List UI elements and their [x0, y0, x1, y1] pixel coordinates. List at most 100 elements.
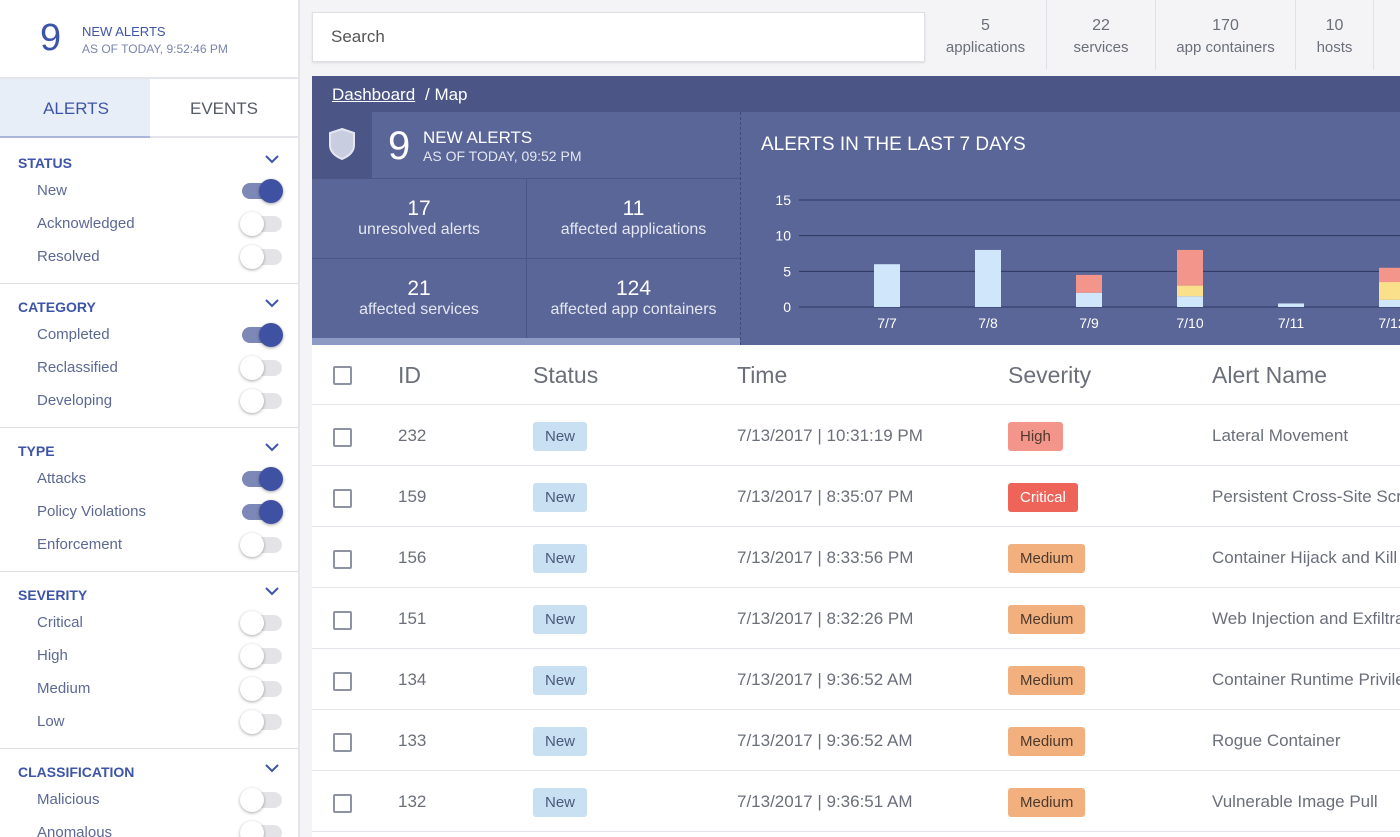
filter-option: Low	[37, 713, 65, 730]
toggle-knob	[259, 179, 283, 203]
severity-badge: Medium	[1008, 788, 1086, 817]
chevron[interactable]	[264, 440, 280, 454]
filter-option: Enforcement	[37, 536, 123, 553]
chevron[interactable]	[264, 152, 280, 166]
alert-id: 134	[398, 670, 427, 689]
alert-name: Container Hijack and Kill	[1212, 548, 1398, 567]
severity-badge: Medium	[1008, 666, 1086, 695]
toggle[interactable]	[240, 211, 284, 237]
table-row[interactable]: 134 New 7/13/2017 | 9:36:52 AM Medium Contai…	[312, 649, 1400, 710]
alert-name: Rogue Container	[1212, 731, 1341, 750]
y-tick-label: 0	[783, 299, 791, 315]
stat-label: hosts	[1316, 39, 1353, 56]
toggle[interactable]	[240, 322, 284, 348]
alert-table: ID Status Time Severity Alert Name 232 New 7/13…	[312, 345, 1400, 837]
checkbox[interactable]	[333, 672, 352, 691]
divider	[0, 748, 298, 749]
checkbox[interactable]	[333, 489, 352, 508]
toggle-knob	[240, 710, 264, 734]
tab[interactable]: EVENTS	[150, 79, 298, 138]
stat-value: 170	[1212, 17, 1239, 34]
tab-label: ALERTS	[43, 99, 109, 118]
alert-id: 132	[398, 792, 427, 811]
filter-option: Reclassified	[37, 359, 118, 376]
stat-label: app containers	[1176, 39, 1275, 56]
toggle-knob	[259, 467, 283, 491]
toggle[interactable]	[240, 709, 284, 735]
bar-segment	[1177, 249, 1203, 286]
column-header[interactable]: Alert Name	[1212, 362, 1328, 388]
filter-heading: STATUS	[18, 155, 72, 171]
toggle[interactable]	[240, 499, 284, 525]
toggle[interactable]	[240, 676, 284, 702]
filter-option: New	[37, 182, 68, 199]
checkbox[interactable]	[333, 794, 352, 813]
alert-label: NEW ALERTS	[82, 24, 166, 39]
toggle[interactable]	[240, 787, 284, 813]
toggle[interactable]	[240, 388, 284, 414]
breadcrumb-link[interactable]: Dashboard	[332, 85, 416, 104]
chevron[interactable]	[264, 584, 280, 598]
shield-box	[312, 112, 372, 178]
summary-panel: Dashboard / Map 9 NEW ALERTS AS OF TODAY, 09…	[312, 76, 1400, 345]
alert-id: 151	[398, 609, 427, 628]
severity-badge: Medium	[1008, 605, 1086, 634]
status-badge: New	[533, 727, 588, 756]
table-row[interactable]: 156 New 7/13/2017 | 8:33:56 PM Medium Contai…	[312, 527, 1400, 588]
y-tick-label: 15	[775, 192, 791, 208]
table-row[interactable]: 159 New 7/13/2017 | 8:35:07 PM Critical Pers…	[312, 466, 1400, 527]
sidebar: 9 NEW ALERTS AS OF TODAY, 9:52:46 PM ALERTS…	[0, 0, 300, 837]
checkbox[interactable]	[333, 611, 352, 630]
column-header[interactable]: ID	[398, 362, 421, 388]
toggle[interactable]	[240, 532, 284, 558]
severity-badge: Medium	[1008, 727, 1086, 756]
checkbox[interactable]	[333, 366, 352, 385]
toggle[interactable]	[240, 610, 284, 636]
toggle-knob	[259, 323, 283, 347]
checkbox[interactable]	[333, 428, 352, 447]
chart-area: ALERTS IN THE LAST 7 DAYS 0 5 10 15 7/7 7/8 7/9…	[740, 112, 1400, 345]
toggle[interactable]	[240, 466, 284, 492]
toggle-knob	[240, 212, 264, 236]
toggle-knob	[240, 245, 264, 269]
table-row[interactable]: 232 New 7/13/2017 | 10:31:19 PM High Lateral…	[312, 405, 1400, 466]
bar-segment	[1379, 282, 1400, 300]
stat-value: 10	[1325, 17, 1344, 34]
summary-left: 9 NEW ALERTS AS OF TODAY, 09:52 PM 17 unreso…	[312, 112, 740, 345]
alert-time: 7/13/2017 | 10:31:19 PM	[737, 426, 923, 445]
column-header[interactable]: Time	[737, 362, 788, 388]
stat-cell: 22 services	[1047, 0, 1156, 70]
toggle[interactable]	[240, 244, 284, 270]
column-header[interactable]: Status	[533, 362, 599, 388]
shield-icon	[329, 127, 355, 161]
chart: ALERTS IN THE LAST 7 DAYS 0 5 10 15 7/7 7/8 7/9…	[761, 134, 1400, 331]
alert-id: 232	[398, 426, 427, 445]
toggle[interactable]	[240, 355, 284, 381]
bar-segment	[1379, 299, 1400, 307]
summary-title: NEW ALERTS	[423, 128, 533, 147]
alert-id: 133	[398, 731, 427, 750]
checkbox[interactable]	[333, 733, 352, 752]
summary-count: 9	[388, 124, 411, 168]
summary-stat-value: 124	[615, 277, 652, 300]
alert-time: 7/13/2017 | 8:35:07 PM	[737, 487, 914, 506]
checkbox[interactable]	[333, 550, 352, 569]
chevron[interactable]	[264, 761, 280, 775]
toggle[interactable]	[240, 820, 284, 837]
search-placeholder: Search	[331, 27, 385, 46]
column-header[interactable]: Severity	[1008, 362, 1092, 388]
status-badge: New	[533, 666, 588, 695]
filter-option: Policy Violations	[37, 503, 146, 520]
search-box[interactable]: Search	[312, 12, 925, 62]
toggle[interactable]	[240, 178, 284, 204]
tab[interactable]: ALERTS	[0, 79, 152, 138]
table-row[interactable]: 133 New 7/13/2017 | 9:36:52 AM Medium Rogue …	[312, 710, 1400, 771]
table-row[interactable]: 151 New 7/13/2017 | 8:32:26 PM Medium Web In…	[312, 588, 1400, 649]
chevron-icon	[265, 764, 279, 773]
filter-option: Resolved	[37, 248, 100, 265]
toggle-knob	[240, 533, 264, 557]
chevron[interactable]	[264, 296, 280, 310]
toggle[interactable]	[240, 643, 284, 669]
table-row[interactable]: 132 New 7/13/2017 | 9:36:51 AM Medium Vulner…	[312, 771, 1400, 832]
stat-value: 5	[981, 17, 990, 34]
